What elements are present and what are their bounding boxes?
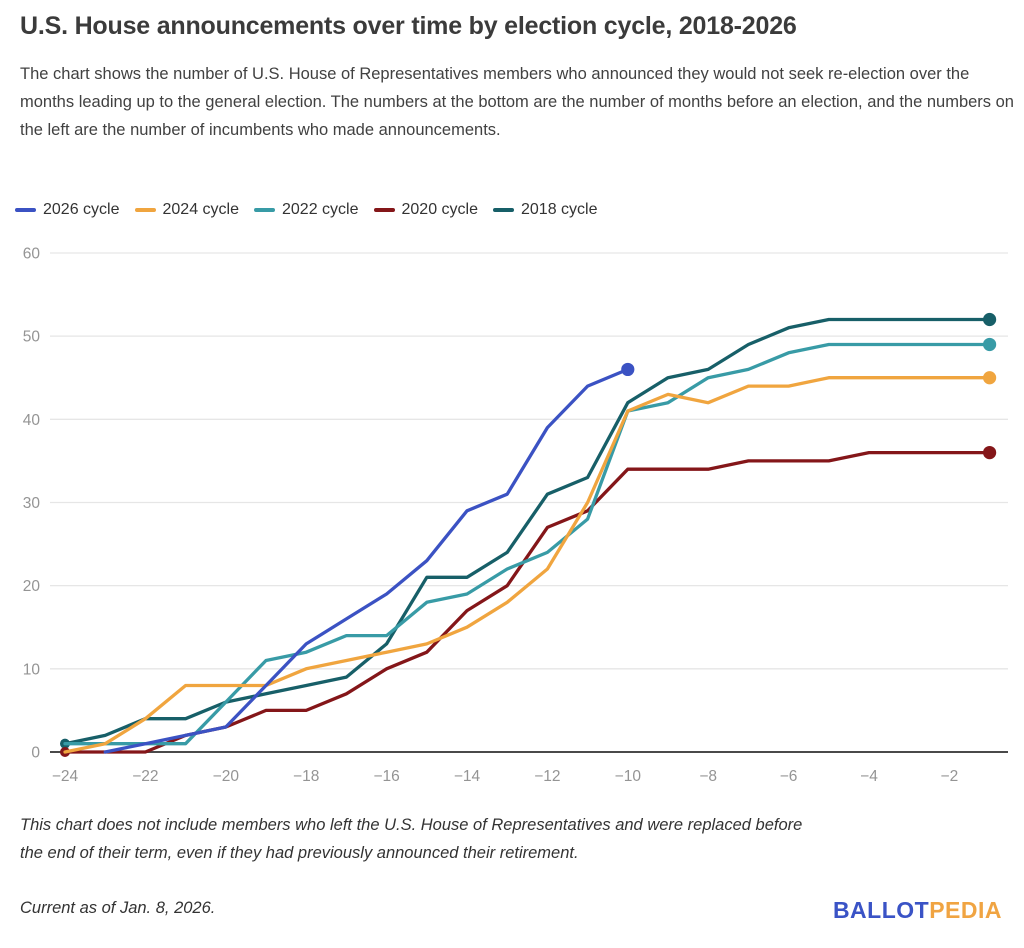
x-tick-label--22: −22 — [132, 768, 158, 785]
current-as-of: Current as of Jan. 8, 2026. — [20, 899, 216, 917]
line-chart-canvas: 0 10 20 30 40 50 60 −24 −22 −20 −18 −16 −14 −12 −10 −8 −… — [23, 245, 1008, 785]
end-dot-2024-cycle — [983, 371, 997, 385]
chart-title: U.S. House announcements over time by el… — [20, 12, 797, 40]
x-tick-label--14: −14 — [454, 768, 481, 785]
legend-label-2022-cycle: 2022 cycle — [282, 201, 359, 218]
y-tick-label-30: 30 — [23, 495, 41, 512]
logo-pedia-text: PEDIA — [929, 897, 1002, 923]
y-tick-label-10: 10 — [23, 661, 41, 678]
x-tick-label--4: −4 — [860, 768, 878, 785]
y-tick-label-60: 60 — [23, 245, 41, 262]
x-tick-label--6: −6 — [780, 768, 798, 785]
line-2026-cycle — [103, 367, 630, 754]
x-tick-label--18: −18 — [293, 768, 319, 785]
x-tick-label--24: −24 — [52, 768, 79, 785]
legend-swatch-2020-cycle — [373, 207, 395, 213]
x-tick-label--16: −16 — [373, 768, 399, 785]
y-tick-label-0: 0 — [31, 745, 40, 762]
line-2022-cycle — [63, 342, 992, 746]
legend-item-2024-cycle: 2024 cycle — [134, 201, 240, 219]
legend-label-2026-cycle: 2026 cycle — [43, 201, 120, 218]
legend-label-2024-cycle: 2024 cycle — [162, 201, 240, 218]
legend-swatch-2018-cycle — [493, 207, 514, 213]
legend-item-2022-cycle: 2022 cycle — [254, 201, 359, 219]
end-dot-2022-cycle — [983, 337, 997, 352]
line-2020-cycle — [63, 450, 992, 754]
chart-description: The chart shows the number of U.S. House… — [20, 65, 1014, 139]
legend-label-2018-cycle: 2018 cycle — [521, 201, 598, 218]
footnote: This chart does not include members who … — [20, 816, 803, 862]
x-tick-label--10: −10 — [615, 768, 642, 785]
x-tick-label--20: −20 — [213, 768, 240, 785]
legend-item-2026-cycle: 2026 cycle — [15, 201, 120, 219]
y-tick-label-50: 50 — [23, 329, 41, 346]
line-2024-cycle — [63, 376, 992, 754]
logo-ballot-text: BALLOT — [832, 897, 930, 923]
x-tick-label--2: −2 — [941, 768, 959, 785]
end-dot-2026-cycle — [621, 362, 635, 377]
y-tick-label-20: 20 — [23, 578, 41, 595]
ballotpedia-logo: BALLOTPEDIA — [833, 897, 1002, 924]
legend-swatch-2024-cycle — [134, 207, 156, 213]
legend-label-2020-cycle: 2020 cycle — [401, 201, 479, 218]
legend-swatch-2026-cycle — [15, 207, 36, 213]
legend-item-2020-cycle: 2020 cycle — [373, 201, 479, 219]
end-dot-2018-cycle — [983, 312, 997, 327]
x-tick-label--12: −12 — [534, 768, 560, 785]
legend: 2026 cycle 2024 cycle 2022 cycle 2020 cycle… — [15, 201, 598, 219]
y-tick-label-40: 40 — [23, 412, 41, 429]
line-2018-cycle — [63, 317, 992, 746]
legend-item-2018-cycle: 2018 cycle — [493, 201, 598, 219]
legend-swatch-2022-cycle — [254, 207, 275, 213]
end-dot-2020-cycle — [983, 445, 997, 460]
x-tick-label--8: −8 — [699, 768, 717, 785]
